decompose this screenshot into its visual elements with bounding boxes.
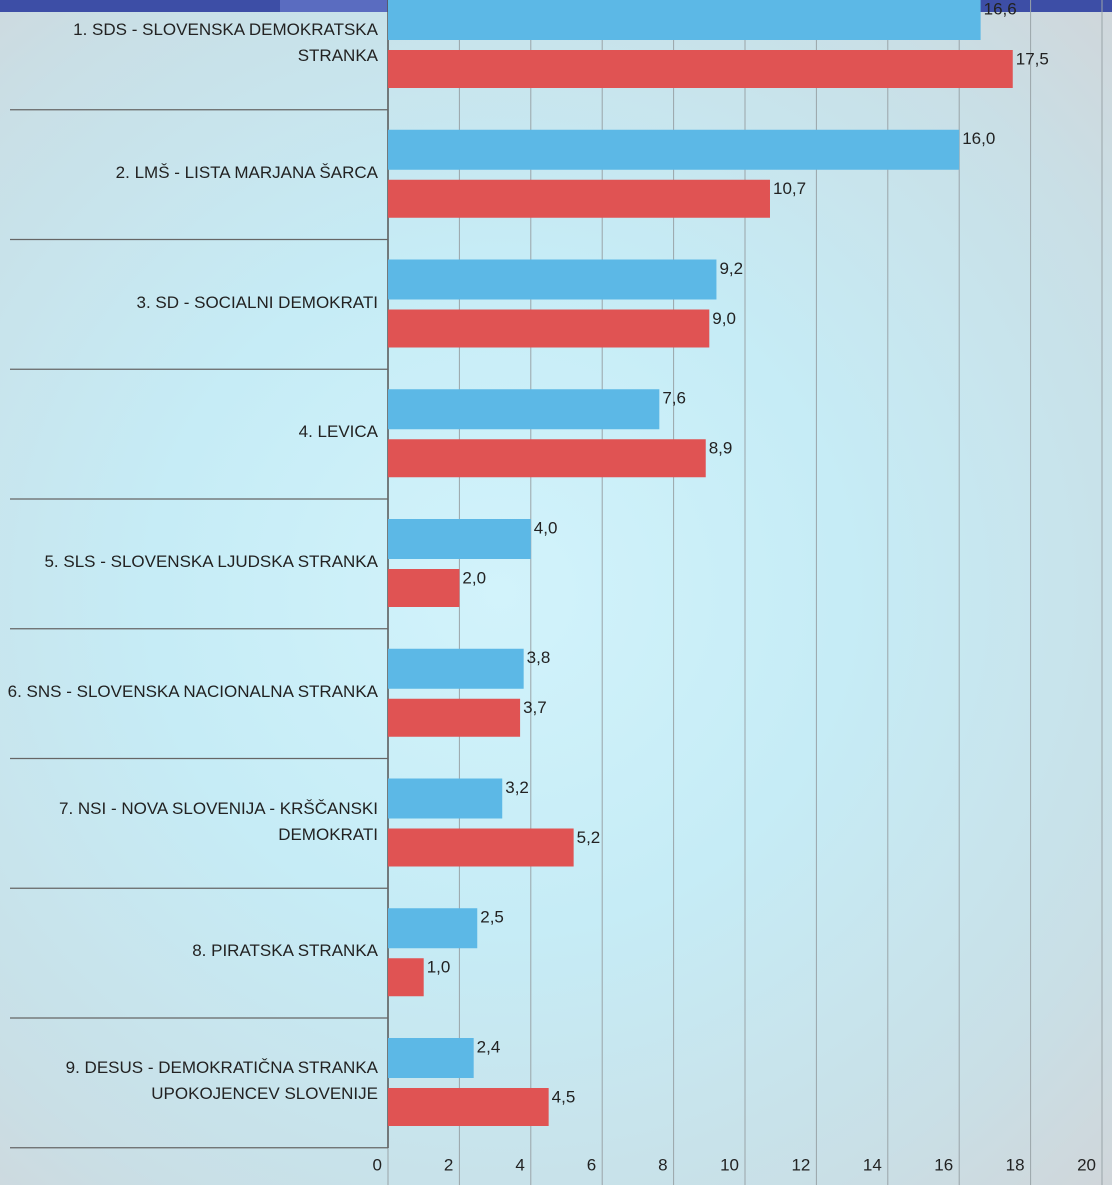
value-label: 10,7 (773, 179, 806, 198)
bar (388, 908, 478, 949)
x-tick-label: 14 (863, 1155, 882, 1174)
x-tick-label: 4 (515, 1155, 524, 1174)
value-label: 3,8 (527, 648, 551, 667)
x-tick-label: 20 (1077, 1155, 1096, 1174)
bar (388, 1038, 474, 1078)
value-label: 16,6 (984, 0, 1017, 18)
category-label: 5. SLS - SLOVENSKA LJUDSKA STRANKA (44, 552, 378, 571)
category-label: 4. LEVICA (298, 422, 378, 442)
bar (388, 439, 706, 478)
bar (388, 50, 1013, 88)
category-label: 7. NSI - NOVA SLOVENIJA - KRŠČANSKI DEMO… (59, 798, 378, 844)
bar (388, 179, 770, 218)
value-label: 1,0 (427, 958, 451, 977)
bar (388, 519, 531, 559)
x-tick-label: 6 (587, 1155, 596, 1174)
value-label: 4,5 (552, 1087, 576, 1106)
bar (388, 309, 710, 348)
value-label: 2,0 (462, 568, 486, 587)
category-label: 6. SNS - SLOVENSKA NACIONALNA STRANKA (7, 681, 378, 701)
x-tick-label: 18 (1006, 1155, 1025, 1174)
category-label: 2. LMŠ - LISTA MARJANA ŠARCA (115, 162, 378, 182)
bar (388, 129, 960, 170)
bar (388, 0, 981, 40)
bar (388, 569, 460, 607)
bar (388, 1088, 549, 1126)
value-label: 3,7 (523, 698, 547, 717)
category-label: 9. DESUS - DEMOKRATIČNA STRANKA UPOKOJEN… (65, 1058, 378, 1103)
value-label: 8,9 (709, 439, 733, 458)
category-label: 1. SDS - SLOVENSKA DEMOKRATSKA STRANKA (73, 20, 378, 65)
value-label: 17,5 (1016, 49, 1049, 68)
value-label: 9,0 (712, 309, 736, 328)
bar (388, 259, 717, 300)
value-label: 16,0 (962, 129, 995, 148)
category-label: 8. PIRATSKA STRANKA (192, 941, 378, 961)
bar (388, 698, 521, 737)
value-label: 4,0 (534, 518, 558, 537)
x-tick-label: 12 (791, 1155, 810, 1174)
value-label: 2,4 (477, 1037, 501, 1056)
bar (388, 828, 574, 867)
value-label: 2,5 (480, 908, 504, 927)
value-label: 3,2 (505, 778, 529, 797)
value-label: 7,6 (662, 389, 686, 408)
category-label: 3. SD - SOCIALNI DEMOKRATI (136, 292, 378, 312)
value-label: 9,2 (719, 259, 743, 278)
x-tick-label: 8 (658, 1155, 667, 1174)
bar (388, 778, 503, 819)
value-label: 5,2 (577, 828, 601, 847)
bar (388, 958, 424, 997)
x-tick-label: 2 (444, 1155, 453, 1174)
x-tick-label: 10 (720, 1155, 739, 1174)
bar (388, 648, 524, 689)
x-tick-label: 16 (934, 1155, 953, 1174)
x-tick-label: 0 (373, 1155, 382, 1174)
bar (388, 389, 660, 430)
